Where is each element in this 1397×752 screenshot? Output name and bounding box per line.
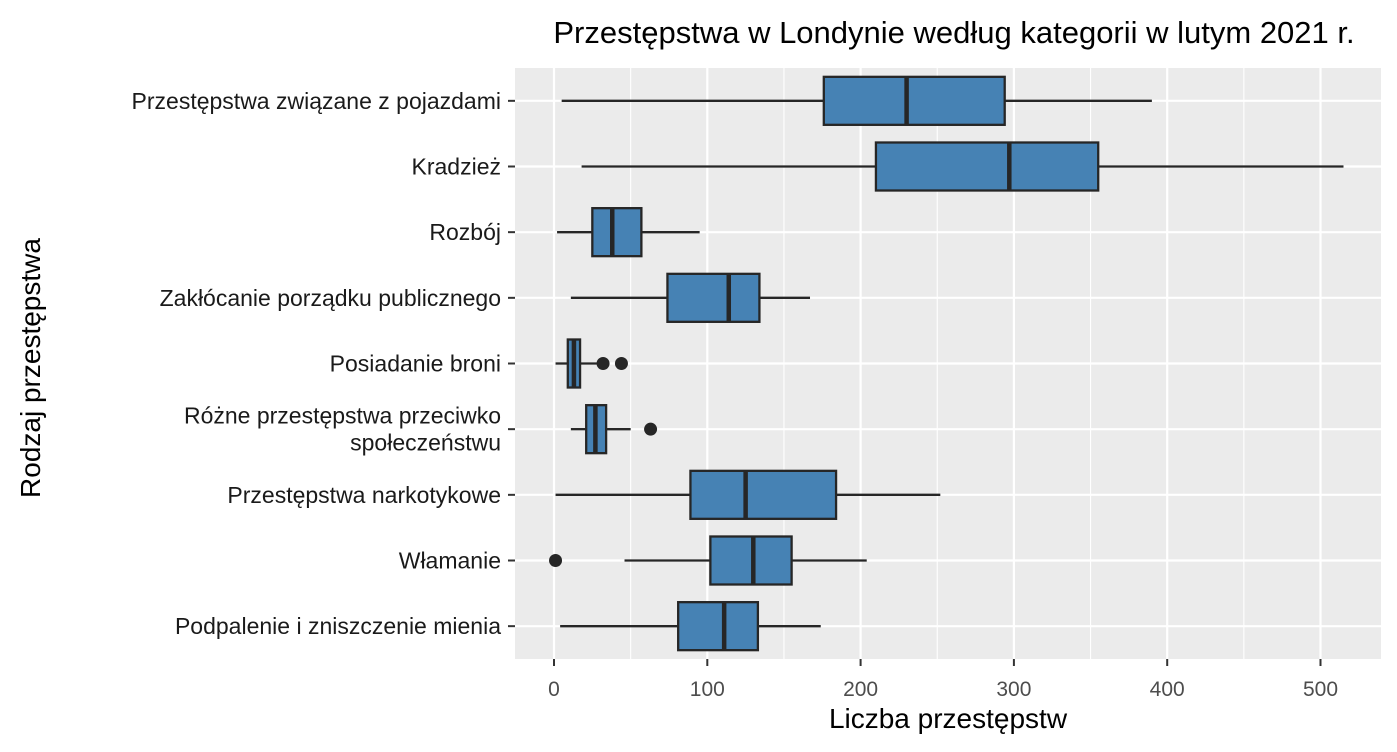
y-tick-label: Posiadanie broni (330, 351, 501, 377)
outlier-point (549, 554, 563, 567)
box-iqr (874, 141, 1100, 192)
y-tick-label: Włamanie (399, 548, 501, 574)
y-tick-label: Różne przestępstwa przeciwko (184, 403, 501, 429)
x-tick-label: 500 (1303, 678, 1338, 701)
y-tick-label: Rozbój (429, 219, 501, 245)
box-iqr (591, 207, 643, 258)
box-iqr (709, 535, 793, 586)
y-axis-labels: Przestępstwa związane z pojazdami Kradzie… (132, 88, 515, 639)
box-iqr (689, 469, 838, 520)
outlier-point (644, 422, 658, 436)
x-tick-label: 400 (1150, 678, 1185, 701)
x-tick-label: 300 (996, 678, 1031, 701)
y-tick-label: Kradzież (412, 154, 501, 180)
y-tick-label: społeczeństwu (350, 430, 501, 456)
y-tick-label: Przestępstwa narkotykowe (227, 482, 501, 508)
boxplot-group (570, 272, 811, 323)
boxplot-group (557, 207, 700, 258)
y-tick-label: Zakłócanie porządku publicznego (160, 285, 501, 311)
box-iqr (822, 75, 1006, 126)
boxplot-group (581, 141, 1344, 192)
x-axis-title: Liczba przestępstw (829, 703, 1068, 734)
y-axis-title: Rodzaj przestępstwa (15, 238, 46, 498)
boxplot-group (561, 75, 1152, 126)
outlier-point (596, 357, 610, 370)
boxplot-group (555, 469, 941, 520)
box-iqr (677, 601, 760, 652)
y-tick-label: Podpalenie i zniszczenie mienia (175, 613, 501, 639)
x-tick-label: 0 (548, 678, 560, 701)
boxplot-group (560, 601, 821, 652)
boxes-layer (549, 75, 1344, 652)
boxplot-group (555, 338, 628, 389)
outlier-point (614, 357, 628, 370)
boxplot-group (570, 404, 658, 455)
chart-title: Przestępstwa w Londynie według kategorii… (553, 15, 1354, 50)
y-tick-label: Przestępstwa związane z pojazdami (132, 88, 501, 114)
x-axis-ticks: 0 100 200 300 400 500 (548, 659, 1338, 701)
boxplot-group (549, 535, 867, 586)
x-tick-label: 200 (843, 678, 878, 701)
box-iqr (666, 272, 761, 323)
x-tick-label: 100 (690, 678, 725, 701)
